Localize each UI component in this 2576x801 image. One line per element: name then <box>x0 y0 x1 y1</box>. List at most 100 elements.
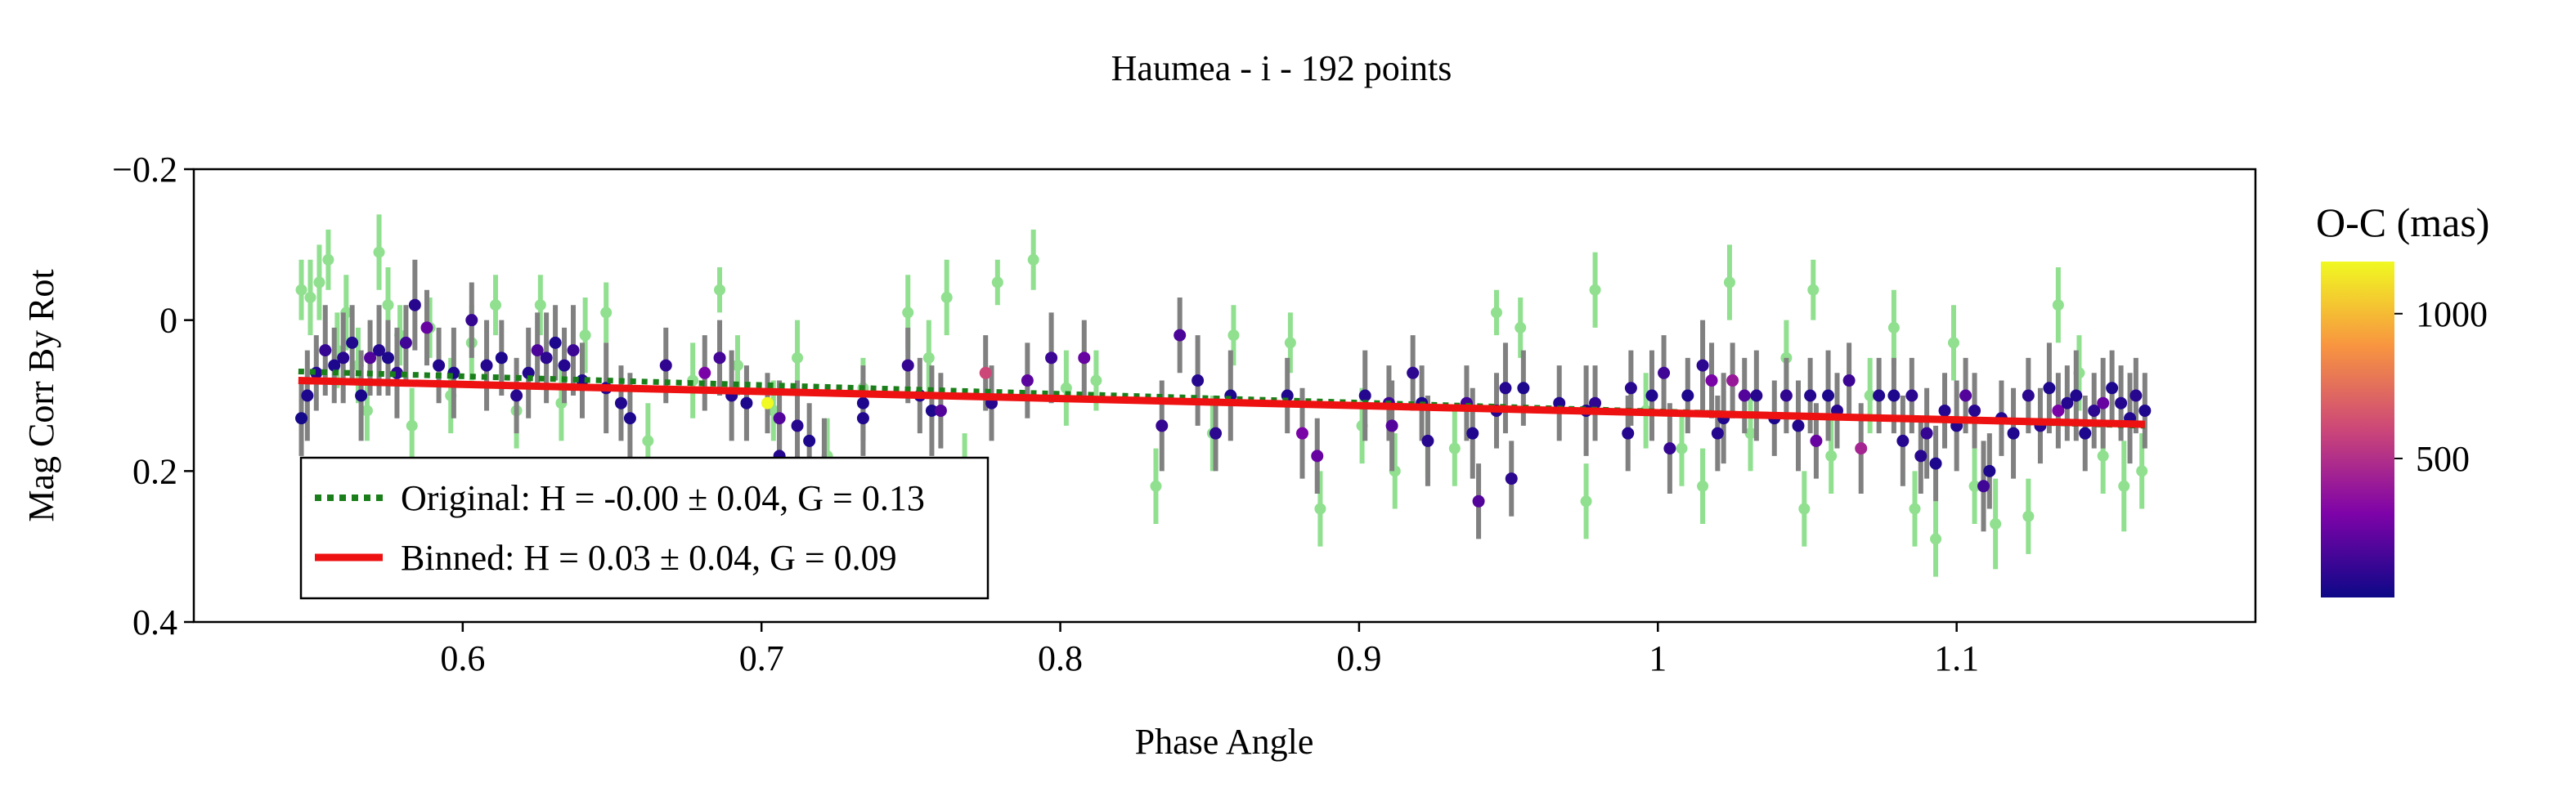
colorbar: O-C (mas) 1000 500 <box>2316 199 2489 597</box>
binned-point <box>1807 284 1820 296</box>
original-point <box>773 412 786 425</box>
fit-line-binned <box>298 377 2145 428</box>
original-point <box>614 396 627 409</box>
binned-point <box>1314 503 1326 515</box>
binned-point <box>1887 321 1900 333</box>
binned-point <box>1448 442 1461 454</box>
binned-point <box>940 291 953 303</box>
y-axis-ticks: −0.2 0 0.2 0.4 <box>112 150 194 642</box>
original-point <box>1663 442 1676 455</box>
original-point <box>1779 389 1793 402</box>
original-point <box>791 419 804 432</box>
binned-point <box>534 299 546 311</box>
original-point <box>901 359 914 372</box>
x-axis-label: Phase Angle <box>1135 722 1314 762</box>
original-point <box>1311 450 1324 463</box>
original-point <box>2052 404 2065 417</box>
binned-point <box>1744 427 1757 440</box>
y-tick-label: 0.4 <box>132 602 177 642</box>
binned-point <box>1227 329 1240 342</box>
binned-point <box>600 307 613 319</box>
original-point <box>1929 457 1942 470</box>
original-point <box>1792 419 1805 432</box>
original-point <box>1738 389 1751 402</box>
original-point <box>1385 419 1398 432</box>
original-point <box>1920 427 1933 440</box>
original-point <box>2097 396 2110 409</box>
original-point <box>549 336 562 349</box>
binned-point <box>1676 442 1688 454</box>
original-point <box>1421 434 1434 447</box>
y-tick-label: −0.2 <box>112 150 177 190</box>
y-axis-label: Mag Corr By Rot <box>21 269 61 521</box>
colorbar-ticks: 1000 500 <box>2394 294 2488 479</box>
original-point <box>1156 419 1169 432</box>
original-point <box>2129 389 2143 402</box>
original-point <box>740 396 753 409</box>
binned-point <box>1864 390 1876 401</box>
original-point <box>1078 351 1091 365</box>
binned-point <box>991 276 1003 289</box>
original-point <box>1624 382 1637 395</box>
original-point <box>558 359 571 372</box>
colorbar-tick-label: 500 <box>2416 439 2470 479</box>
original-point <box>1842 374 1856 387</box>
original-point <box>1873 389 1886 402</box>
original-point <box>465 314 478 327</box>
original-point <box>1804 389 1817 402</box>
binned-point <box>313 276 325 289</box>
legend-binned-label: Binned: H = 0.03 ± 0.04, G = 0.09 <box>401 538 897 578</box>
binned-point <box>579 329 591 342</box>
original-point <box>319 344 332 357</box>
original-point <box>1726 374 1739 387</box>
original-point <box>301 389 314 402</box>
binned-point <box>406 419 418 432</box>
binned-point <box>731 360 743 372</box>
binned-point <box>792 351 804 364</box>
legend: Original: H = -0.00 ± 0.04, G = 0.13 Bin… <box>299 456 990 600</box>
binned-point <box>1947 337 1959 349</box>
binned-point <box>1090 374 1102 387</box>
original-point <box>1505 472 1518 486</box>
original-point <box>1896 434 1910 447</box>
binned-point <box>902 307 914 319</box>
original-point <box>1295 427 1308 440</box>
original-point <box>1517 382 1530 395</box>
binned-point <box>2022 510 2035 522</box>
original-point <box>1466 427 1479 440</box>
original-point <box>1358 389 1371 402</box>
original-point <box>1045 351 1058 365</box>
original-point <box>1959 389 1972 402</box>
binned-point <box>1968 480 1981 492</box>
x-tick-label: 0.8 <box>1038 638 1083 678</box>
original-point <box>1696 359 1709 372</box>
binned-point <box>1825 450 1838 462</box>
chart-title: Haumea - i - 192 points <box>1111 48 1452 88</box>
binned-point <box>1060 382 1072 394</box>
original-point <box>623 412 636 425</box>
binned-point <box>1027 253 1039 266</box>
original-point <box>1977 480 1990 493</box>
original-point <box>856 412 869 425</box>
original-point <box>2022 389 2035 402</box>
original-point <box>295 412 308 425</box>
binned-point <box>1284 337 1296 349</box>
original-point <box>1822 389 1835 402</box>
original-point <box>346 336 359 349</box>
original-point <box>2106 382 2119 395</box>
binned-point <box>1697 480 1709 492</box>
original-point <box>328 359 341 372</box>
original-point <box>1589 396 1602 409</box>
original-point <box>1938 404 1951 417</box>
colorbar-tick-label: 1000 <box>2416 294 2488 334</box>
binned-point <box>2118 480 2130 492</box>
original-point <box>364 351 377 365</box>
original-point <box>713 351 726 365</box>
legend-original-label: Original: H = -0.00 ± 0.04, G = 0.13 <box>401 478 925 518</box>
original-point <box>420 321 433 334</box>
binned-point <box>1930 533 1942 545</box>
original-point <box>2138 404 2152 417</box>
binned-point <box>382 299 394 311</box>
original-point <box>1645 389 1658 402</box>
original-point <box>2088 404 2101 417</box>
